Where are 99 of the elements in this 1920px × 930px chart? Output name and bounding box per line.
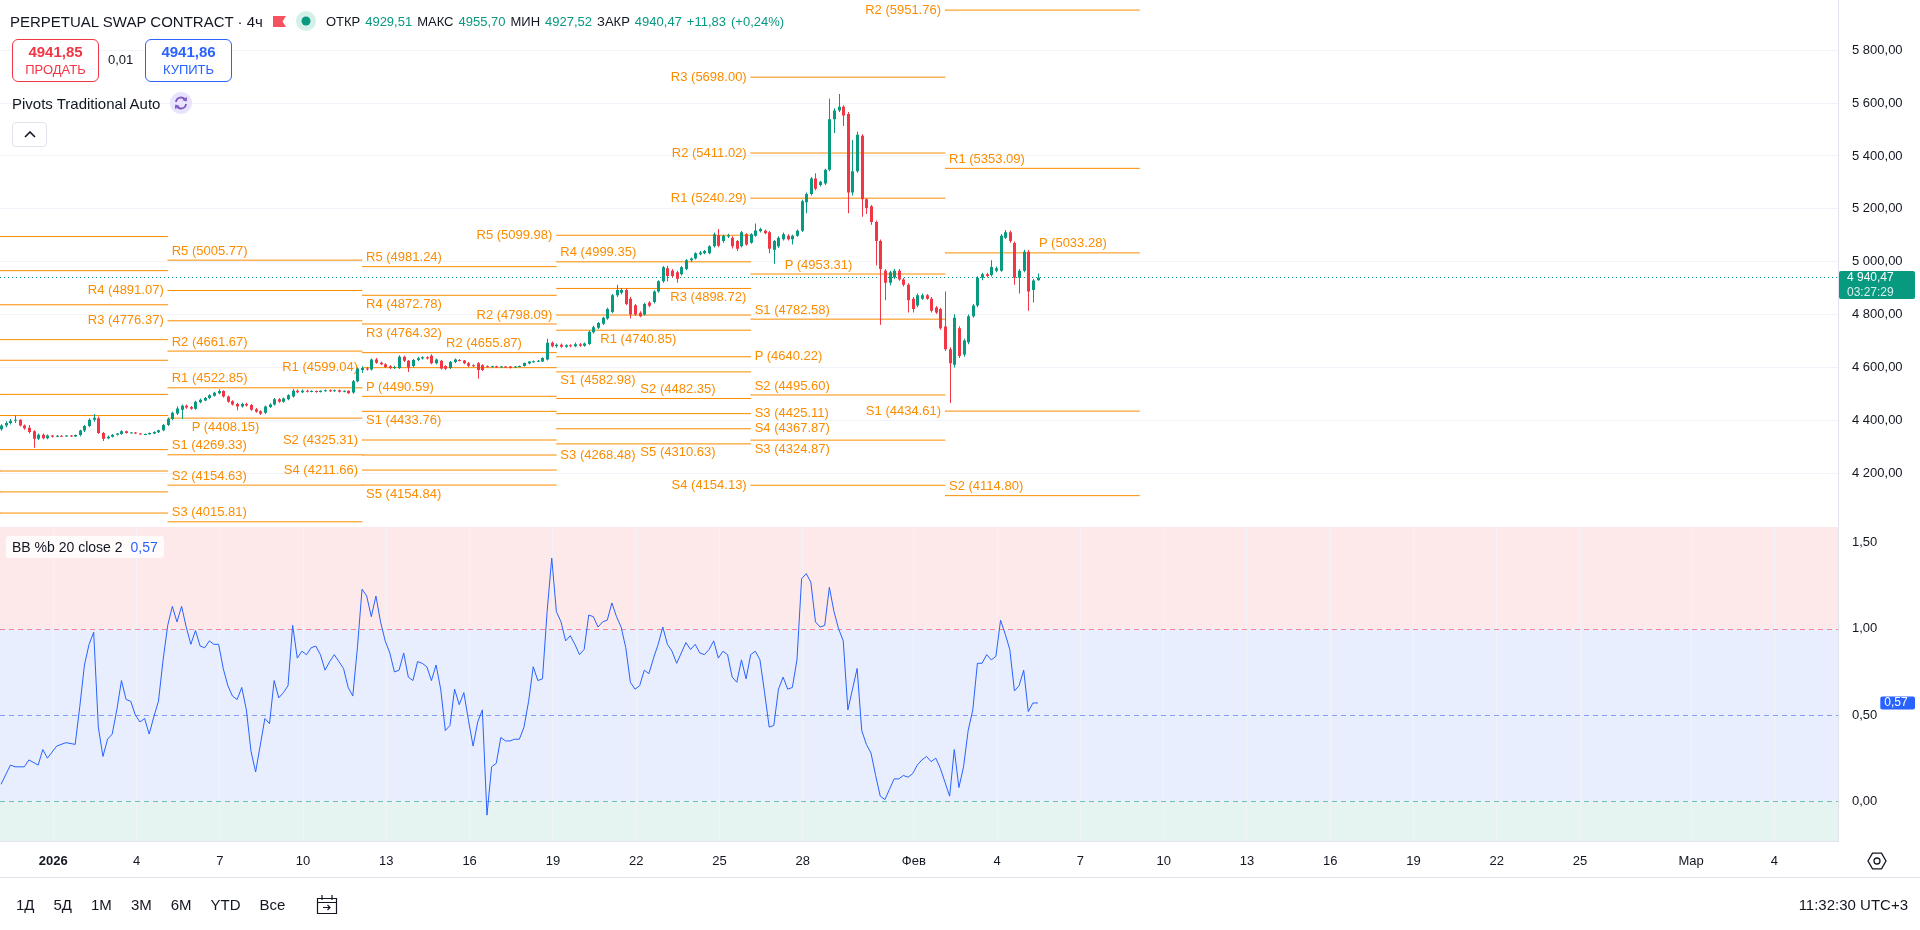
series-label: R3 (5698.00) (670, 68, 747, 84)
series-label: R2 (5411.02) (671, 144, 747, 160)
x-tick-label: 4 (993, 853, 1001, 869)
series-label: R4 (4872.78) (366, 295, 442, 311)
series-label: S1 (4434.61) (865, 402, 942, 418)
x-tick-label: 4 (132, 853, 141, 869)
x-tick-label: 7 (216, 853, 224, 869)
series-label: R1 (5240.29) (670, 189, 747, 205)
y-tick-label: 4 800,00 (1852, 306, 1903, 322)
series-label: S4 (4154.13) (671, 476, 747, 492)
series-label: S2 (4495.60) (754, 377, 830, 393)
series-label: R2 (4655.87) (446, 335, 522, 351)
x-tick-label: 19 (545, 853, 561, 869)
series-label: S3 (4015.81) (171, 504, 247, 520)
series-label: R4 (4999.35) (560, 244, 637, 260)
series-label: S1 (4269.33) (171, 437, 247, 453)
x-tick-label: 13 (379, 853, 394, 869)
series-label: P (4953.31) (784, 256, 853, 272)
y-tick-label: 5 400,00 (1852, 147, 1903, 163)
text: BB %b 20 close 2 (12, 539, 123, 555)
sell-button: 4941,85 ПРОДАТЬ (12, 39, 99, 82)
annotation: 4941,86 КУПИТЬ (161, 42, 216, 79)
y-tick-label: 1,00 (1852, 620, 1878, 636)
text: 11:32:30 UTC+3 (1798, 894, 1908, 915)
text: 3М (130, 895, 152, 913)
x-tick-label: 28 (795, 853, 810, 869)
series-label: S3 (4268.48) (560, 446, 636, 462)
series-label: P (4640.22) (754, 348, 823, 364)
y-tick-label: 1,50 (1852, 534, 1878, 550)
series-label: S5 (4154.84) (366, 485, 442, 501)
x-tick-label: 22 (1489, 853, 1505, 869)
x-tick-label: 25 (1572, 853, 1588, 869)
y-tick-label: 4 600,00 (1852, 358, 1903, 374)
x-tick-label: 16 (462, 853, 477, 869)
series-label: R1 (5353.09) (949, 150, 1025, 166)
text: 1М (91, 895, 112, 913)
x-tick-label: 10 (295, 853, 311, 869)
text: ОТКР 4929,51 МАКС 4955,70 МИН 4927,52 ЗАКР 4940,47 +11,83 (+0,24%) (325, 13, 785, 29)
text: Все (259, 895, 286, 913)
series-label: P (5033.28) (1039, 235, 1107, 251)
buy-button: 4941,86 КУПИТЬ (145, 39, 232, 82)
y-tick-label: 4 200,00 (1852, 464, 1903, 480)
series-label: P (4490.59) (366, 378, 434, 394)
series-label: R5 (5005.77) (171, 242, 248, 258)
text: 5Д (53, 895, 73, 913)
x-tick-label: Фев (901, 853, 926, 869)
series-label: R1 (4740.85) (600, 330, 677, 346)
series-label: R2 (5951.76) (865, 1, 942, 17)
series-label: S1 (4782.58) (754, 301, 830, 317)
text: 03:27:29 (1847, 284, 1895, 299)
annotation: 0,57 (130, 539, 158, 555)
series-label: R1 (4522.85) (171, 370, 248, 386)
series-label: R2 (4661.67) (171, 333, 248, 349)
y-tick-label: 5 200,00 (1852, 200, 1903, 216)
series-label: S2 (4325.31) (282, 431, 359, 447)
x-tick-label: 7 (1076, 853, 1084, 869)
annotation: Pivots Traditional Auto (12, 94, 161, 112)
text: PERPETUAL SWAP CONTRACT · 4ч (10, 12, 263, 30)
y-tick-label: 5 000,00 (1852, 253, 1903, 269)
series-label: S3 (4425.11) (754, 405, 829, 421)
series-label: R3 (4776.37) (87, 312, 164, 328)
y-tick-label: 4 400,00 (1852, 411, 1903, 427)
x-tick-label: 2026 (38, 853, 68, 869)
series-label: S3 (4324.87) (754, 440, 830, 456)
series-label: S4 (4367.87) (754, 420, 830, 436)
y-tick-label: 0,00 (1852, 792, 1878, 808)
series-label: S4 (4211.66) (283, 461, 359, 477)
ref-line-label: 4 940,47 (1847, 269, 1895, 284)
annotation: 0,01 (108, 52, 134, 68)
text: 1Д (16, 895, 35, 913)
series-label: S2 (4154.63) (171, 467, 247, 483)
series-label: R3 (4764.32) (366, 324, 442, 340)
series-label: R2 (4798.09) (476, 306, 553, 322)
x-tick-label: 13 (1239, 853, 1255, 869)
series-label: S2 (4482.35) (640, 381, 716, 397)
text: 0,57 (1884, 695, 1908, 710)
series-label: R3 (4898.72) (670, 289, 747, 305)
series-label: S5 (4310.63) (640, 444, 716, 460)
series-label: R4 (4891.07) (87, 282, 164, 298)
x-tick-label: 22 (628, 853, 644, 869)
x-tick-label: Мар (1678, 853, 1704, 869)
series-label: S1 (4582.98) (560, 372, 636, 388)
x-tick-label: 10 (1156, 853, 1171, 869)
annotation: 4941,85 ПРОДАТЬ (25, 42, 86, 79)
series-label: S2 (4114.80) (949, 478, 1024, 494)
text: YTD (210, 895, 241, 913)
text: 6М (170, 895, 192, 913)
x-tick-label: 4 (1770, 853, 1778, 869)
series-label: R1 (4599.04) (282, 359, 359, 375)
x-tick-label: 16 (1322, 853, 1338, 869)
series-label: S1 (4433.76) (366, 411, 442, 427)
y-tick-label: 0,50 (1852, 706, 1878, 722)
series-label: R5 (5099.98) (476, 226, 553, 242)
series-label: R5 (4981.24) (366, 249, 442, 265)
y-tick-label: 5 800,00 (1852, 41, 1903, 57)
x-tick-label: 25 (712, 853, 727, 869)
x-tick-label: 19 (1406, 853, 1421, 869)
series-label: P (4408.15) (191, 418, 260, 434)
y-tick-label: 5 600,00 (1852, 94, 1903, 110)
